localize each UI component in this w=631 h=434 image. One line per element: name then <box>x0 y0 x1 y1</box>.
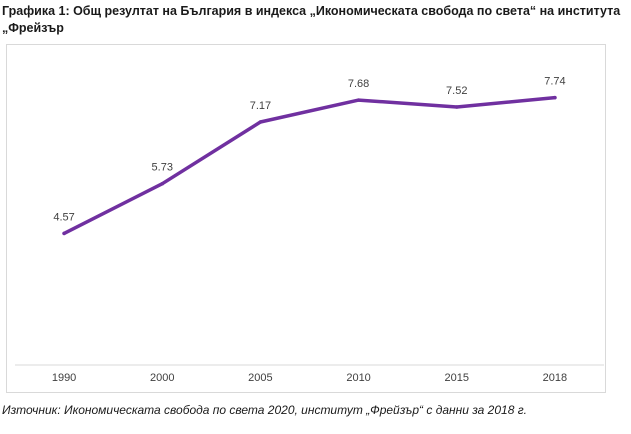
data-label: 7.68 <box>348 78 369 90</box>
data-label: 7.52 <box>446 85 467 97</box>
data-point <box>356 98 361 102</box>
data-label: 5.73 <box>152 162 173 174</box>
x-tick-label: 2000 <box>150 372 174 384</box>
data-point <box>258 120 263 124</box>
x-tick-label: 2010 <box>346 372 370 384</box>
data-label: 7.17 <box>250 100 271 112</box>
x-tick-label: 2018 <box>543 372 567 384</box>
source-note: Източник: Икономическата свобода по свет… <box>2 403 527 417</box>
data-point <box>553 95 557 100</box>
series-line <box>62 95 557 236</box>
x-tick-label: 2015 <box>445 372 469 384</box>
x-tick-label: 2005 <box>248 372 272 384</box>
chart-area: 1990 2000 2005 2010 2015 2018 4.57 5.73 7.17 7.6… <box>6 44 606 393</box>
data-point <box>160 181 164 186</box>
data-point <box>455 105 459 109</box>
data-point <box>62 231 66 236</box>
line-chart: 1990 2000 2005 2010 2015 2018 4.57 5.73 7.17 7.6… <box>15 76 604 384</box>
data-label: 4.57 <box>53 211 74 223</box>
data-label: 7.74 <box>544 76 565 88</box>
x-tick-label: 1990 <box>52 372 76 384</box>
figure-title: Графика 1: Общ резултат на България в ин… <box>2 4 621 35</box>
